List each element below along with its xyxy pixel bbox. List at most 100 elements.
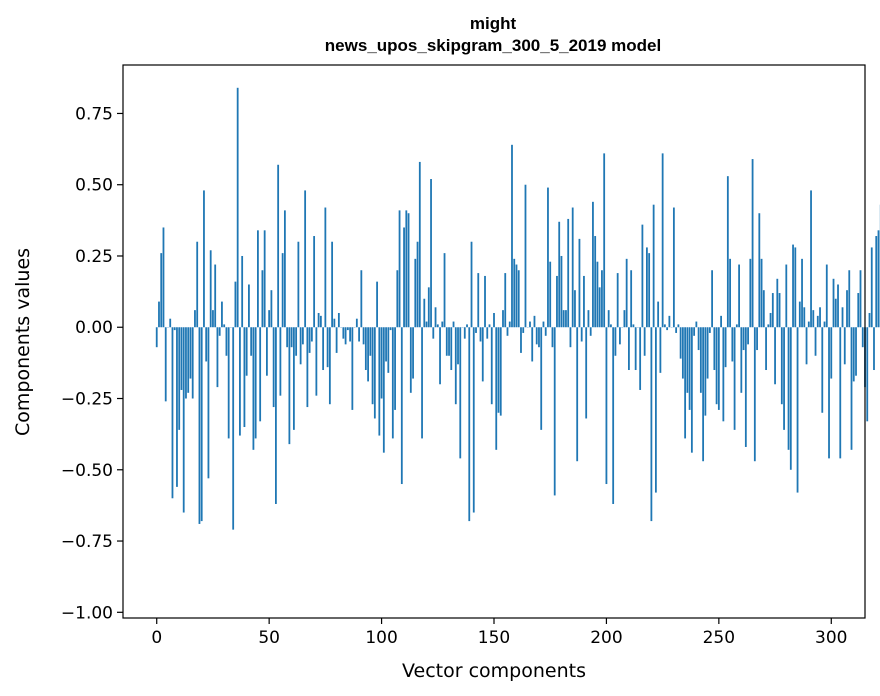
bar-78 xyxy=(331,241,334,328)
bar-94 xyxy=(367,327,369,382)
bar-240 xyxy=(695,321,698,328)
bars-group xyxy=(155,87,880,530)
bar-276 xyxy=(776,278,779,328)
bar-162 xyxy=(520,327,522,353)
bar-282 xyxy=(789,327,792,470)
bar-126 xyxy=(439,327,441,385)
bar-243 xyxy=(702,327,705,462)
bar-132 xyxy=(452,321,455,328)
bar-43 xyxy=(252,327,255,450)
bar-219 xyxy=(648,253,651,328)
bar-138 xyxy=(466,324,468,328)
bar-236 xyxy=(686,327,689,393)
bar-289 xyxy=(805,327,808,365)
bar-173 xyxy=(544,327,547,336)
bar-163 xyxy=(522,327,525,333)
bar-39 xyxy=(243,327,246,428)
bar-95 xyxy=(369,327,372,356)
bar-205 xyxy=(616,273,619,328)
bar-228 xyxy=(668,315,671,328)
bar-69 xyxy=(310,327,313,342)
bar-250 xyxy=(717,327,720,410)
bar-265 xyxy=(751,159,754,328)
bar-197 xyxy=(598,287,601,328)
bar-266 xyxy=(753,327,756,462)
bar-122 xyxy=(430,179,432,328)
bar-311 xyxy=(855,327,857,376)
bar-23 xyxy=(207,327,210,479)
bar-110 xyxy=(403,227,405,328)
bar-121 xyxy=(427,287,430,328)
bar-80 xyxy=(335,327,338,353)
bar-12 xyxy=(182,327,185,513)
bar-233 xyxy=(679,327,682,359)
bar-283 xyxy=(792,244,794,328)
bar-19 xyxy=(198,327,201,524)
bar-120 xyxy=(425,321,428,328)
bar-306 xyxy=(843,327,846,365)
bar-11 xyxy=(180,327,183,390)
x-axis-label: Vector components xyxy=(402,660,586,682)
bar-225 xyxy=(661,153,664,328)
bar-128 xyxy=(443,253,446,328)
bar-234 xyxy=(681,327,684,379)
bar-75 xyxy=(324,207,327,328)
bar-272 xyxy=(767,324,770,328)
bar-42 xyxy=(250,327,253,356)
bar-287 xyxy=(801,258,803,328)
y-tick-label: 0.75 xyxy=(75,104,113,124)
y-tick-label: −1.00 xyxy=(61,603,113,623)
bar-47 xyxy=(261,270,264,328)
bar-316 xyxy=(866,327,869,422)
y-axis-label: Components values xyxy=(12,248,34,436)
bar-258 xyxy=(735,324,738,328)
bar-66 xyxy=(304,190,307,328)
bar-241 xyxy=(697,327,700,351)
bar-200 xyxy=(605,327,608,485)
bar-278 xyxy=(780,327,783,405)
y-tick-label: 0.00 xyxy=(75,318,113,338)
bar-254 xyxy=(726,176,729,328)
bar-16 xyxy=(191,327,194,399)
bar-156 xyxy=(506,327,509,336)
bar-105 xyxy=(391,327,394,439)
bar-249 xyxy=(715,327,718,405)
bar-275 xyxy=(774,327,776,385)
bar-74 xyxy=(322,327,325,371)
bar-101 xyxy=(382,327,385,453)
bar-231 xyxy=(675,327,678,333)
bar-302 xyxy=(834,298,837,328)
bar-255 xyxy=(729,258,731,328)
bar-244 xyxy=(704,327,707,416)
bar-210 xyxy=(628,327,630,371)
bar-79 xyxy=(333,318,336,328)
bar-134 xyxy=(457,327,459,365)
bar-159 xyxy=(513,258,516,328)
bar-246 xyxy=(708,327,711,333)
bar-185 xyxy=(571,207,574,328)
bar-256 xyxy=(731,327,734,362)
bar-269 xyxy=(760,258,763,328)
bar-100 xyxy=(380,327,383,399)
bar-260 xyxy=(740,327,743,393)
bar-15 xyxy=(189,327,192,379)
bar-143 xyxy=(477,273,480,328)
bar-288 xyxy=(803,307,806,328)
bar-149 xyxy=(490,327,493,405)
bar-286 xyxy=(798,301,801,328)
bar-204 xyxy=(614,327,617,356)
bar-25 xyxy=(212,310,214,328)
bar-309 xyxy=(850,327,853,450)
bar-71 xyxy=(315,327,318,396)
bar-124 xyxy=(434,307,437,328)
bar-191 xyxy=(585,327,588,419)
bar-171 xyxy=(540,327,543,430)
bar-60 xyxy=(290,327,293,348)
y-tick-label: 0.25 xyxy=(75,247,113,267)
bar-116 xyxy=(416,241,419,328)
bar-259 xyxy=(738,264,740,328)
bar-102 xyxy=(385,327,387,362)
bar-8 xyxy=(173,327,176,331)
bar-238 xyxy=(690,327,693,453)
bar-37 xyxy=(239,327,241,436)
